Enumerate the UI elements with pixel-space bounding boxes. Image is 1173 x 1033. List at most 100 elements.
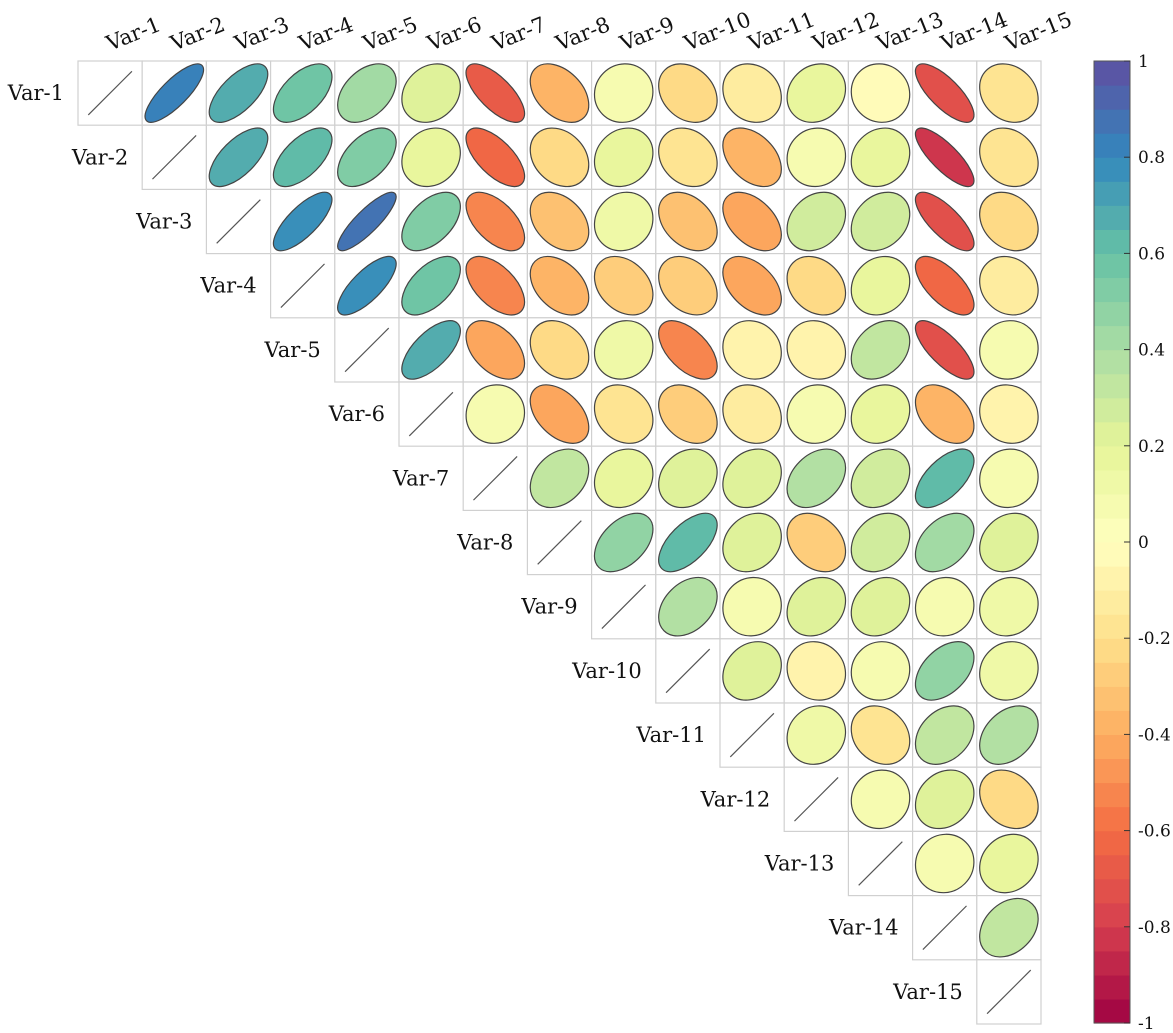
- column-label: Var-12: [808, 7, 882, 56]
- cell-2-2: [141, 124, 207, 190]
- column-label: Var-4: [295, 12, 357, 56]
- cell-5-8: [526, 317, 593, 383]
- cell-10-15: [976, 638, 1042, 704]
- cell-10-10: [655, 638, 721, 704]
- column-label: Var-9: [616, 12, 678, 56]
- cell-5-7: [462, 317, 529, 383]
- column-label: Var-11: [744, 7, 818, 56]
- column-label: Var-5: [359, 12, 421, 56]
- cell-7-13: [847, 445, 914, 512]
- cell-2-7: [462, 124, 529, 190]
- diagonal-line: [986, 969, 1032, 1015]
- cell-8-13: [847, 509, 914, 576]
- colorbar-segment: [1094, 421, 1130, 447]
- correlation-ellipse: [979, 897, 1039, 958]
- correlation-ellipse: [658, 384, 718, 444]
- colorbar-tick-label: 1: [1138, 52, 1149, 72]
- correlation-ellipse: [850, 512, 911, 573]
- cell-9-12: [783, 573, 850, 640]
- colorbar-segment: [1094, 998, 1130, 1024]
- colorbar-segment: [1094, 926, 1130, 952]
- colorbar-segment: [1094, 854, 1130, 880]
- colorbar-segment: [1094, 806, 1130, 832]
- correlation-ellipse: [914, 127, 975, 188]
- cell-7-7: [462, 445, 529, 512]
- correlation-ellipse: [979, 576, 1039, 637]
- cell-10-13: [847, 638, 914, 704]
- correlation-ellipse: [722, 448, 782, 509]
- cell-12-12: [783, 766, 850, 833]
- correlation-ellipse: [144, 63, 205, 123]
- colorbar-segment: [1094, 229, 1130, 254]
- correlation-ellipse: [593, 191, 654, 252]
- correlation-ellipse: [786, 641, 847, 701]
- cell-7-11: [719, 445, 785, 512]
- cell-3-13: [847, 188, 914, 255]
- correlation-ellipse: [979, 705, 1039, 765]
- correlation-ellipse: [658, 448, 718, 509]
- cell-2-12: [783, 124, 850, 190]
- correlation-ellipse: [593, 448, 654, 509]
- diagonal-line: [922, 905, 967, 950]
- cell-9-15: [976, 573, 1042, 640]
- cell-4-15: [976, 253, 1042, 319]
- cell-5-15: [976, 317, 1042, 383]
- cell-10-12: [783, 638, 850, 704]
- colorbar-segment: [1094, 349, 1130, 375]
- cell-5-9: [590, 317, 657, 383]
- cell-2-5: [334, 124, 400, 190]
- colorbar-segment: [1094, 542, 1130, 567]
- column-label: Var-1: [102, 12, 164, 56]
- cell-5-14: [911, 317, 978, 383]
- cell-2-15: [976, 124, 1042, 190]
- row-label: Var-11: [635, 723, 706, 747]
- row-label: Var-12: [700, 787, 771, 811]
- row-label: Var-7: [392, 466, 449, 490]
- cell-3-9: [590, 188, 657, 255]
- diagonal-line: [344, 327, 390, 373]
- correlation-ellipse: [722, 320, 782, 380]
- cell-8-14: [911, 509, 978, 576]
- cell-2-4: [270, 124, 336, 190]
- correlation-ellipse: [979, 191, 1039, 252]
- colorbar-segment: [1094, 758, 1130, 784]
- colorbar-segment: [1094, 61, 1130, 86]
- correlation-ellipse: [337, 191, 397, 252]
- row-label: Var-6: [328, 402, 385, 426]
- cell-1-5: [334, 60, 400, 126]
- correlation-ellipse: [722, 641, 782, 701]
- colorbar-tick-label: 0.2: [1138, 437, 1165, 457]
- colorbar-segment: [1094, 974, 1130, 1000]
- cell-3-6: [398, 188, 464, 255]
- correlation-ellipse: [979, 769, 1039, 830]
- cell-9-9: [590, 573, 657, 640]
- correlation-ellipse: [593, 320, 654, 380]
- cell-6-7: [462, 381, 529, 447]
- column-labels: Var-1 Var-2 Var-3 Var-4 Var-5 Var-6 Var-7 Var-8…: [102, 7, 1075, 56]
- cell-2-8: [526, 124, 593, 190]
- diagonal-line: [601, 584, 646, 629]
- correlation-ellipse: [465, 63, 526, 123]
- correlation-ellipse: [850, 255, 911, 316]
- cell-11-12: [783, 702, 850, 768]
- cell-1-14: [911, 60, 978, 126]
- cell-8-12: [783, 509, 850, 576]
- correlation-ellipse: [722, 384, 782, 444]
- diagonal-line: [537, 520, 582, 565]
- colorbar-tick-label: 0: [1138, 533, 1149, 553]
- correlation-ellipse: [914, 769, 975, 830]
- cell-10-14: [911, 638, 978, 704]
- correlation-ellipse: [786, 127, 847, 188]
- cell-1-12: [783, 60, 850, 126]
- cell-7-9: [590, 445, 657, 512]
- column-label: Var-2: [166, 12, 228, 56]
- colorbar-tick-label: 0.8: [1138, 148, 1165, 168]
- correlation-ellipse: [914, 512, 975, 573]
- cell-14-14: [911, 894, 978, 961]
- colorbar-segment: [1094, 878, 1130, 904]
- correlation-ellipse: [914, 833, 975, 894]
- correlation-ellipse: [786, 705, 847, 765]
- diagonal-line: [216, 199, 261, 244]
- cell-2-9: [590, 124, 657, 190]
- correlation-ellipse: [529, 384, 590, 444]
